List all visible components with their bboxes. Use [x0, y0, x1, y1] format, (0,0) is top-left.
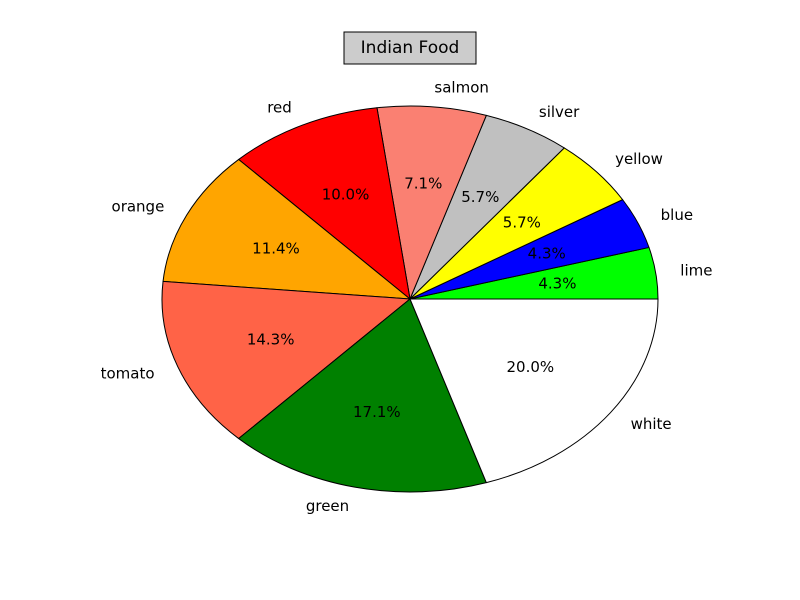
slice-labels: lime blue yellow silver salmon red orange tomat… — [101, 79, 713, 515]
percent-labels: 4.3% 4.3% 5.7%5.7% 7.1% 10.0% 11.4% 14.3% 17.1%… — [247, 175, 577, 421]
chart-title-text: Indian Food — [361, 38, 460, 58]
percent-label-green: 17.1% — [353, 403, 401, 421]
percent-label-white: 20.0% — [506, 358, 554, 376]
percent-label-tomato: 14.3% — [247, 331, 295, 349]
pie-slice-tomato — [161, 280, 411, 440]
chart-title: Indian Food — [343, 31, 477, 65]
slice-label-white: white — [631, 415, 672, 433]
percent-label-lime: 4.3% — [538, 274, 576, 292]
slice-label-salmon: salmon — [434, 79, 488, 97]
slice-label-green: green — [306, 497, 349, 515]
slice-label-yellow: yellow — [615, 150, 663, 168]
percent-label-orange: 11.4% — [252, 240, 300, 258]
slice-label-orange: orange — [112, 198, 165, 216]
pie-slice-orange — [162, 158, 411, 300]
percent-label-silver: 5.7% — [461, 188, 499, 206]
percent-label-blue: 4.3% — [528, 244, 566, 262]
pie-slices — [161, 105, 659, 493]
slice-label-lime: lime — [680, 261, 712, 279]
percent-label-yellow: 5.7% — [503, 214, 541, 232]
pie-slice-green — [238, 298, 487, 493]
percent-label-red: 10.0% — [322, 186, 370, 204]
percent-label-salmon: 7.1% — [404, 175, 442, 193]
slice-label-tomato: tomato — [101, 364, 155, 382]
pie-slice-salmon — [376, 105, 487, 300]
slice-label-blue: blue — [661, 206, 693, 224]
chart-title-box — [343, 31, 477, 65]
pie-slice-red — [238, 107, 411, 300]
slice-label-silver: silver — [539, 103, 580, 121]
pie-slice-white — [409, 298, 659, 484]
slice-label-red: red — [267, 99, 292, 117]
